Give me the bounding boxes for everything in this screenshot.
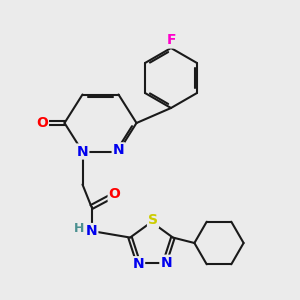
Text: O: O	[36, 116, 48, 130]
Text: N: N	[113, 143, 124, 157]
Text: S: S	[148, 214, 158, 227]
Text: N: N	[77, 145, 88, 158]
Text: O: O	[109, 187, 121, 201]
Text: H: H	[74, 222, 84, 235]
Text: N: N	[160, 256, 172, 270]
Text: N: N	[133, 257, 144, 271]
Text: F: F	[166, 34, 176, 47]
Text: N: N	[86, 224, 97, 238]
